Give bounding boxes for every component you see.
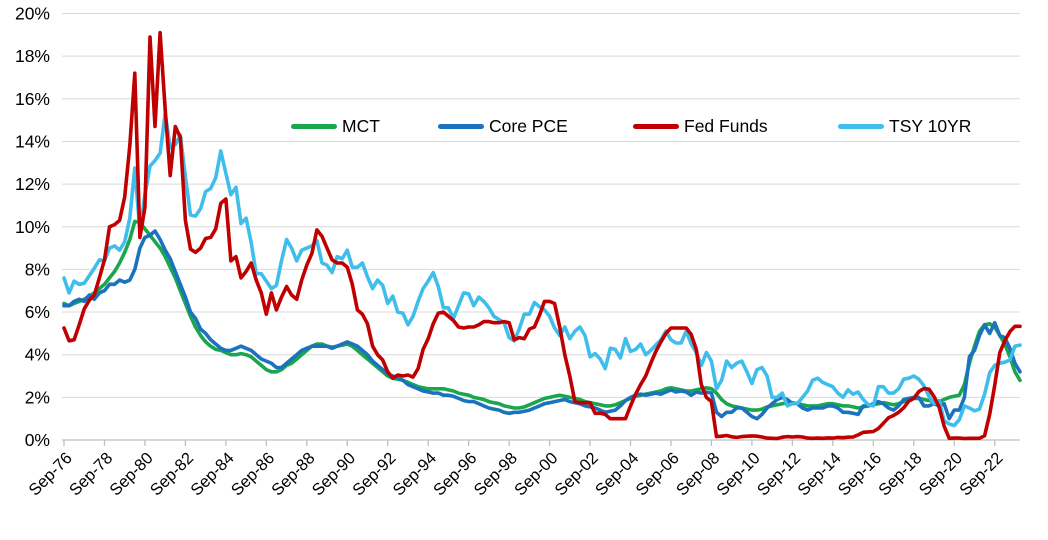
x-tick-label: Sep-90	[309, 449, 359, 499]
y-tick-label: 18%	[15, 46, 50, 66]
x-tick-label: Sep-12	[754, 449, 804, 499]
y-tick-label: 0%	[25, 430, 50, 450]
y-tick-label: 6%	[25, 302, 50, 322]
y-tick-label: 10%	[15, 217, 50, 237]
x-tick-label: Sep-82	[147, 449, 197, 499]
x-tick-label: Sep-02	[552, 449, 602, 499]
x-tick-label: Sep-98	[471, 449, 521, 499]
y-tick-label: 16%	[15, 89, 50, 109]
x-tick-label: Sep-16	[835, 449, 885, 499]
y-tick-label: 2%	[25, 387, 50, 407]
x-tick-label: Sep-78	[66, 449, 116, 499]
x-tick-label: Sep-80	[106, 449, 156, 499]
x-tick-label: Sep-88	[268, 449, 318, 499]
x-tick-label: Sep-96	[430, 449, 480, 499]
y-tick-label: 14%	[15, 131, 50, 151]
x-tick-label: Sep-14	[794, 449, 844, 499]
x-tick-label: Sep-06	[632, 449, 682, 499]
x-tick-label: Sep-08	[673, 449, 723, 499]
y-tick-label: 4%	[25, 345, 50, 365]
x-tick-label: Sep-92	[349, 449, 399, 499]
x-tick-label: Sep-20	[916, 449, 966, 499]
series-line-fed-funds	[62, 30, 1022, 441]
x-tick-label: Sep-84	[187, 449, 237, 499]
x-tick-label: Sep-76	[25, 449, 75, 499]
x-tick-label: Sep-10	[713, 449, 763, 499]
y-tick-label: 12%	[15, 174, 50, 194]
series-line-mct	[62, 219, 1022, 412]
series-line-core-pce	[62, 229, 1022, 421]
x-tick-label: Sep-00	[511, 449, 561, 499]
x-tick-label: Sep-18	[875, 449, 925, 499]
x-tick-label: Sep-86	[228, 449, 278, 499]
x-tick-label: Sep-04	[592, 449, 642, 499]
x-tick-label: Sep-22	[956, 449, 1006, 499]
y-tick-label: 8%	[25, 259, 50, 279]
x-tick-label: Sep-94	[390, 449, 440, 499]
y-tick-label: 20%	[15, 4, 50, 24]
